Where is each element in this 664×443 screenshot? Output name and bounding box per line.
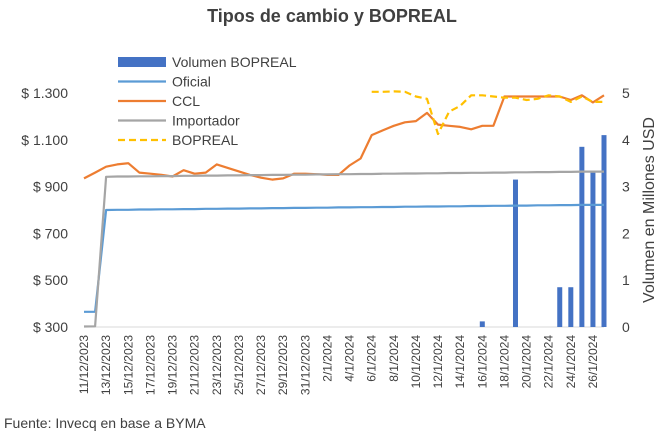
x-tick-label: 11/12/2023 xyxy=(77,335,91,394)
legend-label: CCL xyxy=(172,93,200,109)
legend-swatch xyxy=(118,57,166,67)
y2-tick-label: 3 xyxy=(622,179,630,195)
volume-bar xyxy=(601,135,607,327)
x-tick-label: 15/12/2023 xyxy=(121,335,135,395)
chart-title: Tipos de cambio y BOPREAL xyxy=(207,6,457,26)
volume-bar xyxy=(579,146,585,327)
volume-bar xyxy=(590,172,596,327)
x-tick-label: 26/1/2024 xyxy=(586,335,600,389)
series-line-ccl xyxy=(83,94,605,181)
x-tick-label: 24/1/2024 xyxy=(564,335,578,389)
x-tick-label: 20/1/2024 xyxy=(520,335,534,389)
y2-axis-title: Volumen en Millones USD xyxy=(641,117,658,303)
legend-label: Volumen BOPREAL xyxy=(172,54,297,70)
y-tick-label: $ 1.300 xyxy=(21,85,68,101)
x-tick-label: 8/1/2024 xyxy=(387,335,401,382)
y-tick-label: $ 300 xyxy=(33,319,68,335)
volume-bar xyxy=(568,287,574,327)
y2-tick-label: 0 xyxy=(622,319,630,335)
y2-tick-label: 2 xyxy=(622,225,630,241)
x-tick-label: 29/12/2023 xyxy=(276,335,290,395)
y-tick-label: $ 700 xyxy=(33,225,68,241)
x-tick-label: 27/12/2023 xyxy=(254,335,268,395)
x-tick-label: 14/1/2024 xyxy=(453,335,467,389)
x-tick-label: 16/1/2024 xyxy=(475,335,489,389)
y2-tick-label: 5 xyxy=(622,85,630,101)
legend-label: Oficial xyxy=(172,74,211,90)
y-tick-label: $ 500 xyxy=(33,272,68,288)
y2-tick-label: 4 xyxy=(622,132,630,148)
volume-bar xyxy=(557,287,563,327)
series-line-importador xyxy=(83,170,604,328)
volume-bar xyxy=(479,321,485,327)
x-tick-label: 19/12/2023 xyxy=(166,335,180,395)
x-tick-label: 18/1/2024 xyxy=(497,335,511,389)
x-tick-label: 23/12/2023 xyxy=(210,335,224,395)
y-tick-label: $ 1.100 xyxy=(21,132,68,148)
series-line-bopreal xyxy=(371,90,604,136)
x-tick-label: 12/1/2024 xyxy=(431,335,445,389)
x-tick-label: 25/12/2023 xyxy=(232,335,246,395)
x-tick-label: 6/1/2024 xyxy=(365,335,379,382)
x-tick-label: 22/1/2024 xyxy=(542,335,556,389)
volume-bar xyxy=(512,179,518,327)
x-tick-label: 2/1/2024 xyxy=(320,335,334,382)
x-tick-label: 13/12/2023 xyxy=(99,335,113,395)
x-tick-label: 21/12/2023 xyxy=(188,335,202,395)
y2-tick-label: 1 xyxy=(622,272,630,288)
chart-source: Fuente: Invecq en base a BYMA xyxy=(4,415,206,431)
x-tick-label: 4/1/2024 xyxy=(343,335,357,382)
series-line-oficial xyxy=(84,203,604,313)
y-tick-label: $ 900 xyxy=(33,179,68,195)
x-tick-label: 31/12/2023 xyxy=(298,335,312,395)
x-tick-label: 10/1/2024 xyxy=(409,335,423,389)
legend-label: Importador xyxy=(172,113,240,129)
legend-label: BOPREAL xyxy=(172,132,238,148)
x-tick-label: 17/12/2023 xyxy=(143,335,157,395)
